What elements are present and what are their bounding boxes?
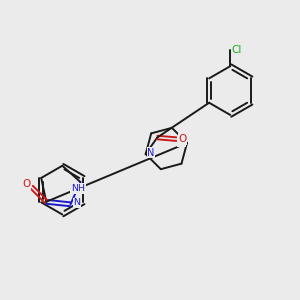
Text: N: N bbox=[147, 148, 155, 158]
Text: NH: NH bbox=[71, 184, 85, 193]
Text: O: O bbox=[22, 179, 30, 189]
Text: N: N bbox=[178, 136, 185, 146]
Text: N: N bbox=[74, 198, 81, 207]
Text: Cl: Cl bbox=[232, 45, 242, 55]
Text: O: O bbox=[178, 134, 187, 144]
